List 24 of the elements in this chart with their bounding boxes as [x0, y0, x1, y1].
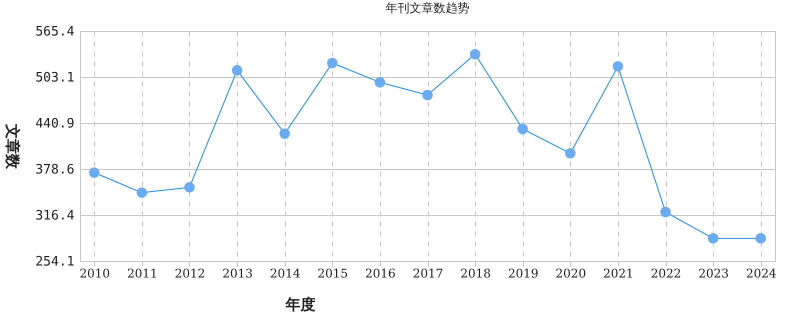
y-axis-title: 文章数 — [4, 123, 22, 170]
x-tick-label: 2012 — [174, 266, 206, 280]
x-tick-label: 2022 — [650, 266, 682, 280]
y-tick-label: 503.1 — [35, 70, 74, 86]
x-tick-label: 2024 — [746, 266, 777, 280]
x-tick-label: 2018 — [460, 266, 491, 280]
x-tick-label: 2020 — [556, 266, 586, 280]
y-tick-label: 254.1 — [35, 254, 74, 270]
x-tick-label: 2011 — [127, 266, 158, 280]
chart-title: 年刊文章数趋势 — [386, 1, 470, 15]
x-tick-label: 2014 — [270, 266, 301, 280]
x-tick-label: 2015 — [318, 266, 348, 280]
x-tick-label: 2017 — [412, 266, 444, 280]
y-tick-label: 565.4 — [35, 24, 75, 40]
x-tick-label: 2023 — [698, 266, 729, 280]
x-tick-label: 2019 — [508, 266, 538, 280]
y-tick-label: 316.4 — [35, 208, 75, 224]
x-axis-title: 年度 — [284, 296, 316, 314]
y-tick-label: 440.9 — [35, 116, 74, 132]
x-tick-label: 2013 — [222, 266, 253, 280]
x-tick-label: 2016 — [365, 266, 396, 280]
x-tick-label: 2010 — [80, 266, 110, 280]
x-tick-label: 2021 — [603, 266, 634, 280]
y-tick-label: 378.6 — [35, 162, 74, 178]
